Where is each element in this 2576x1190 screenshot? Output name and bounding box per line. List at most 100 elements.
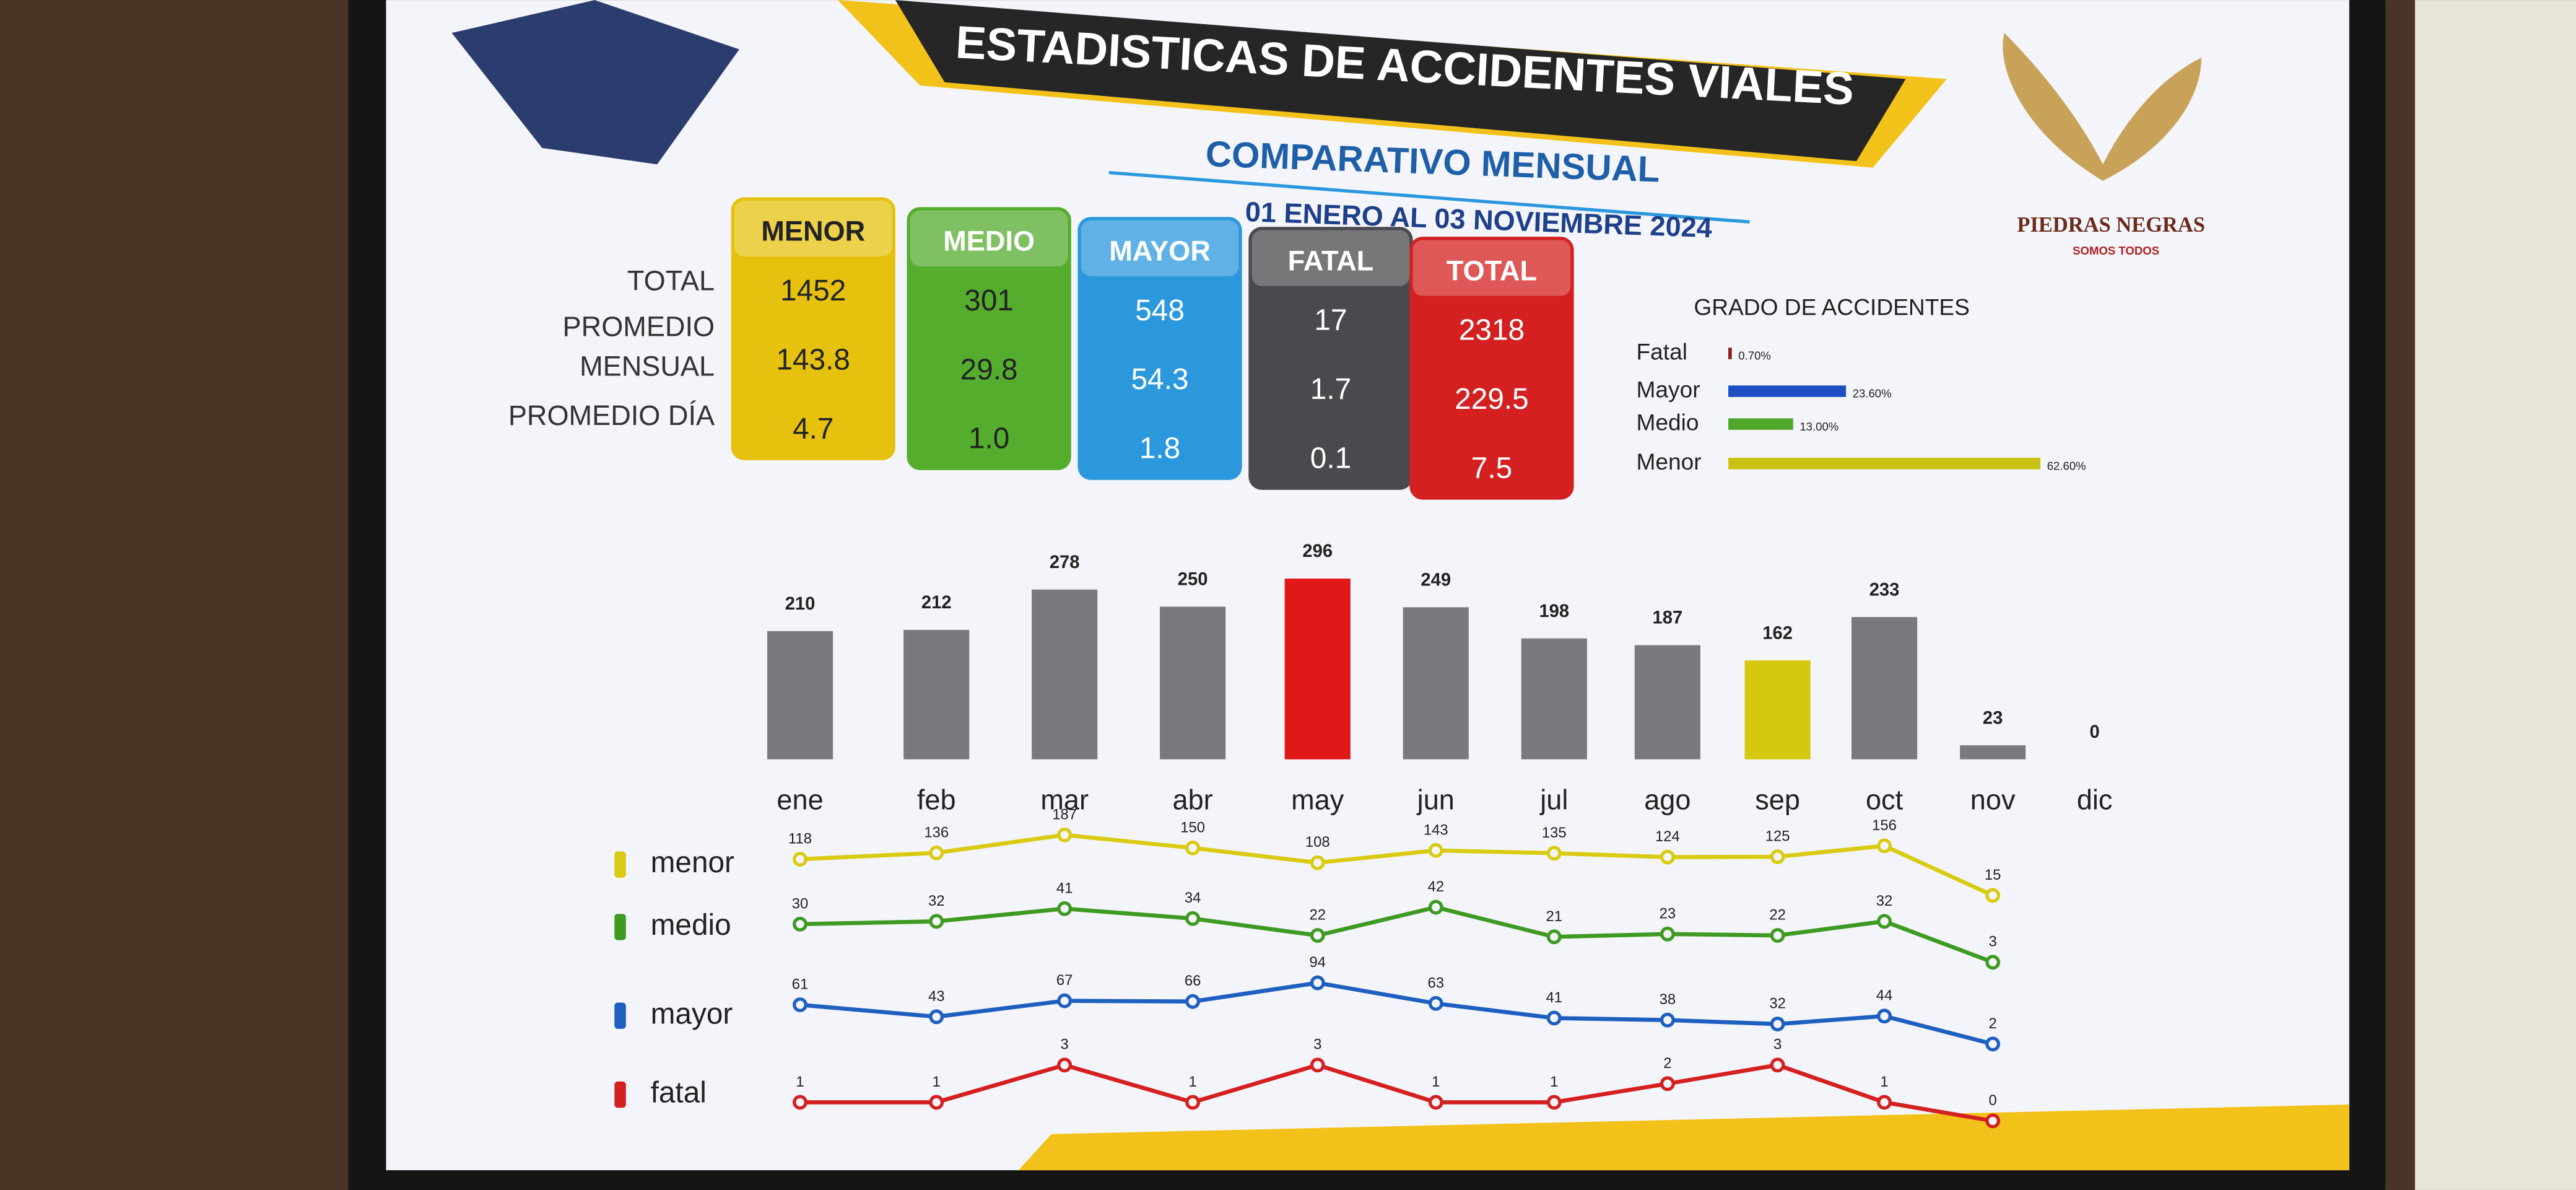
hbar-value-label: 62.60% — [2047, 459, 2086, 472]
series-point — [929, 845, 944, 860]
series-point — [1428, 842, 1443, 858]
series-point — [1877, 838, 1892, 854]
x-tick-label: jul — [1539, 784, 1568, 816]
bar — [1284, 578, 1351, 759]
point-label: 3 — [1773, 1036, 1782, 1053]
hbar-label: Medio — [1636, 409, 1699, 435]
table-cell: 143.8 — [777, 343, 851, 376]
table-cell: 1452 — [780, 274, 846, 307]
point-label: 41 — [1546, 989, 1563, 1006]
wall-right — [2415, 0, 2576, 1190]
point-label: 15 — [1985, 867, 2001, 883]
series-point — [1660, 849, 1675, 865]
table-column — [907, 207, 1071, 470]
series-point — [793, 997, 807, 1012]
eagle-logo — [2003, 33, 2202, 181]
point-label: 61 — [792, 976, 809, 992]
series-point — [1660, 1012, 1675, 1028]
series-point — [1546, 1010, 1562, 1026]
series-point — [1985, 888, 2001, 903]
bar-value-label: 249 — [1421, 571, 1451, 590]
series-point — [1546, 846, 1562, 861]
point-label: 43 — [928, 988, 945, 1005]
legend-label: menor — [651, 846, 734, 879]
point-label: 23 — [1660, 905, 1676, 922]
bar — [1032, 589, 1098, 759]
series-point — [1428, 995, 1443, 1011]
bar-value-label: 250 — [1178, 570, 1208, 590]
table-column-head — [1412, 240, 1571, 296]
point-label: 2 — [1989, 1015, 1997, 1032]
series-point — [1877, 1095, 1892, 1110]
point-label: 21 — [1546, 908, 1563, 925]
point-label: 94 — [1309, 954, 1326, 971]
series-point — [1660, 926, 1675, 942]
bar-value-label: 296 — [1302, 541, 1333, 561]
series-point — [1057, 901, 1073, 916]
point-label: 66 — [1185, 973, 1201, 989]
bar-value-label: 187 — [1653, 608, 1683, 628]
hbar — [1728, 385, 1847, 397]
table-column-head — [910, 210, 1068, 266]
legend-swatch — [614, 1081, 626, 1108]
bar — [1634, 645, 1700, 759]
legend-swatch — [614, 851, 626, 878]
series-point — [1546, 929, 1562, 945]
point-label: 143 — [1424, 821, 1448, 838]
table-cell: 548 — [1135, 294, 1185, 327]
point-label: 0 — [1989, 1092, 1997, 1109]
point-label: 1 — [796, 1074, 804, 1090]
point-label: 41 — [1056, 880, 1073, 896]
row-label: TOTAL — [627, 265, 715, 296]
brand: PIEDRAS NEGRAS — [2017, 213, 2205, 237]
point-label: 150 — [1180, 819, 1205, 836]
point-label: 42 — [1428, 878, 1445, 895]
bar-value-label: 0 — [2090, 722, 2100, 742]
table-cell: 2318 — [1459, 314, 1525, 347]
point-label: 187 — [1052, 806, 1077, 823]
table-cell: 0.1 — [1310, 442, 1351, 475]
point-label: 44 — [1876, 987, 1893, 1004]
column-header: MEDIO — [943, 225, 1035, 257]
series-point — [1877, 1008, 1892, 1024]
point-label: 32 — [928, 893, 945, 909]
series-point — [1985, 1113, 2001, 1129]
hbar — [1728, 348, 1732, 359]
bar — [1960, 745, 2026, 759]
point-label: 67 — [1056, 972, 1073, 989]
bar-value-label: 212 — [921, 593, 952, 613]
point-label: 2 — [1663, 1055, 1671, 1072]
bar-value-label: 162 — [1762, 623, 1793, 643]
hbar-value-label: 0.70% — [1738, 349, 1771, 362]
series-point — [1985, 955, 2001, 970]
series-point — [1310, 1057, 1325, 1073]
point-label: 30 — [792, 895, 809, 912]
series-point — [1310, 855, 1325, 870]
legend-label: medio — [651, 909, 731, 942]
column-header: FATAL — [1288, 245, 1374, 276]
bar-value-label: 233 — [1869, 580, 1900, 600]
series-point — [1770, 928, 1785, 943]
hbar-label: Menor — [1636, 448, 1701, 475]
hbar-value-label: 13.00% — [1799, 420, 1838, 433]
bar — [1160, 606, 1226, 759]
point-label: 32 — [1769, 995, 1786, 1012]
hbar-label: Fatal — [1636, 338, 1687, 364]
point-label: 135 — [1542, 825, 1567, 841]
slogan: SOMOS TODOS — [2073, 244, 2159, 257]
point-label: 34 — [1185, 890, 1201, 906]
table-column — [731, 197, 895, 460]
bar — [1744, 660, 1811, 759]
bar — [767, 631, 833, 759]
bar-value-label: 278 — [1050, 553, 1080, 572]
point-label: 118 — [788, 830, 812, 847]
bar-value-label: 23 — [1983, 708, 2003, 728]
hbar-value-label: 23.60% — [1853, 387, 1892, 400]
hbar — [1728, 457, 2041, 470]
series-point — [793, 916, 807, 932]
series-point — [1185, 911, 1201, 926]
series-point — [1057, 827, 1073, 842]
bar — [903, 629, 970, 759]
table-cell: 1.0 — [968, 422, 1009, 455]
point-label: 136 — [924, 824, 949, 841]
